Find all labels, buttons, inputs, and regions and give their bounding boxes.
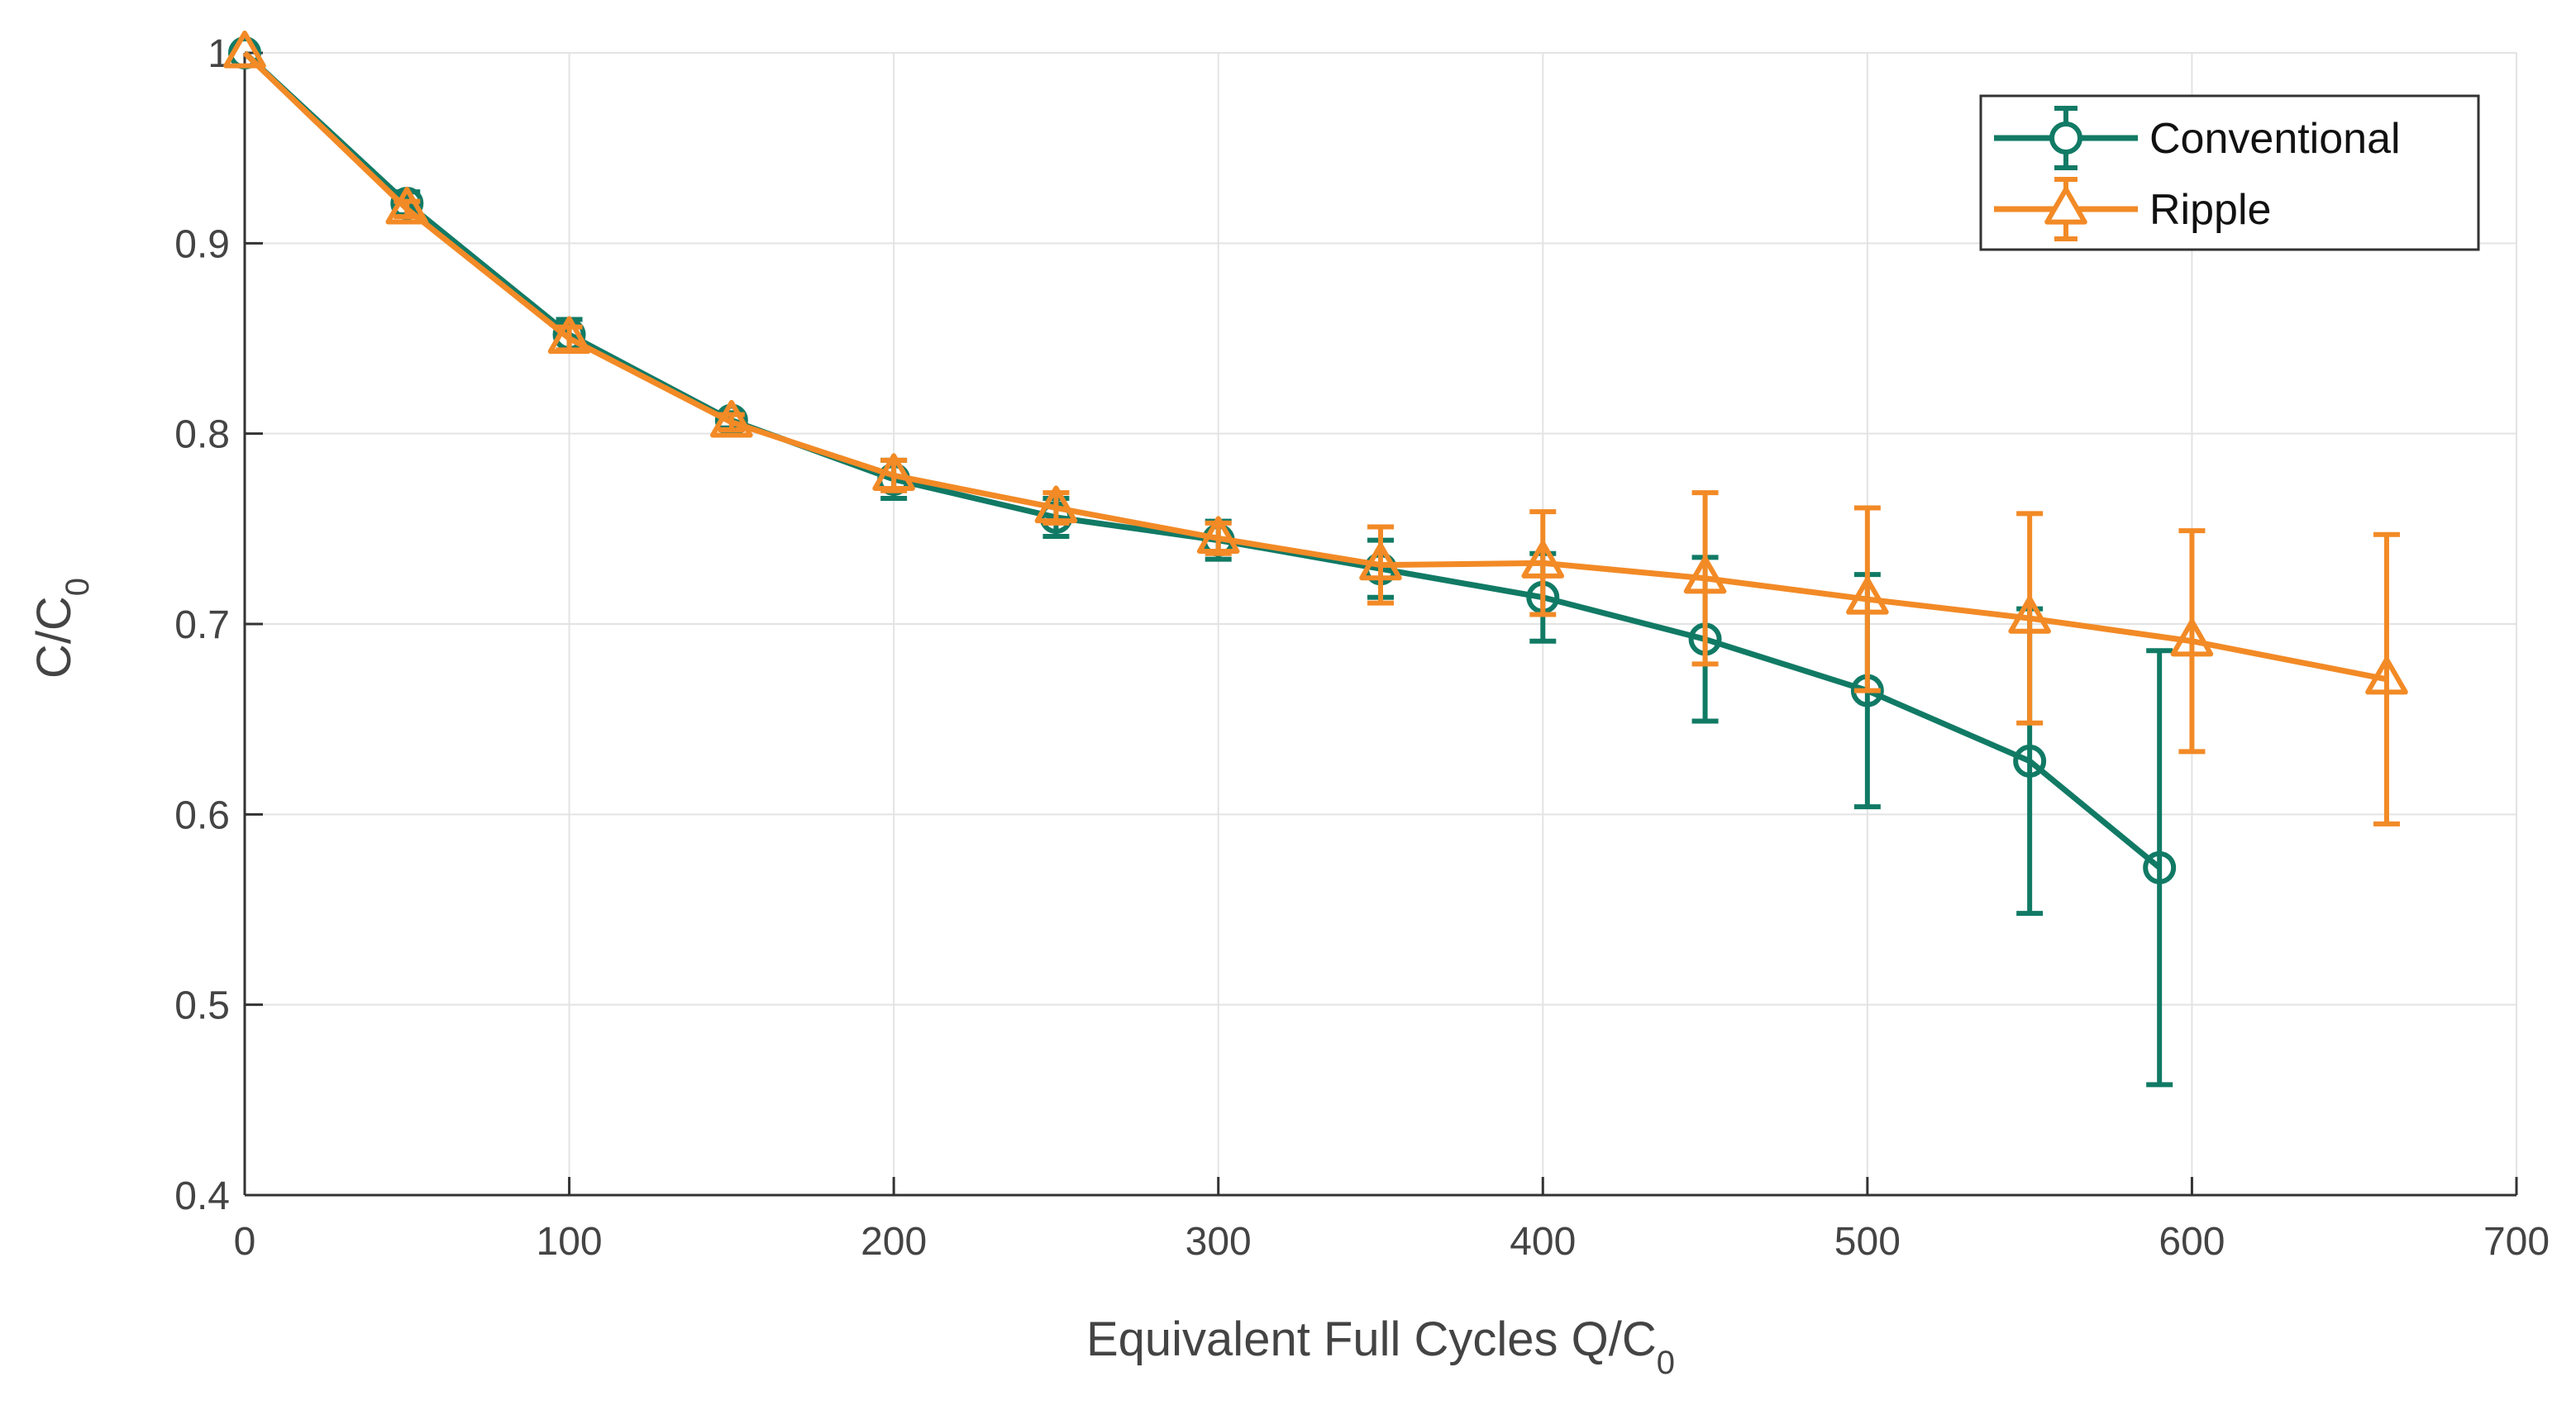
data-point	[1034, 485, 1078, 524]
y-tick-label: 0.4	[174, 1174, 230, 1218]
data-point	[223, 31, 266, 69]
y-axis-label-sub: 0	[60, 578, 96, 596]
x-tick-label: 400	[1510, 1220, 1576, 1264]
grid	[245, 52, 2517, 1195]
x-tick-label: 0	[234, 1220, 256, 1264]
series-layer	[223, 31, 2408, 1088]
data-point	[2008, 596, 2051, 634]
data-point	[385, 186, 429, 225]
data-point	[1846, 577, 1889, 615]
legend-label: Ripple	[2149, 186, 2271, 234]
data-point	[2143, 850, 2177, 884]
x-tick-label: 300	[1185, 1220, 1252, 1264]
data-point	[547, 316, 591, 355]
data-point	[1521, 541, 1565, 579]
x-axis-label-sub: 0	[1657, 1345, 1675, 1381]
y-tick-label: 1	[208, 32, 230, 76]
series-ripple	[223, 31, 2408, 826]
legend-marker	[2049, 121, 2082, 155]
data-point	[1683, 555, 1727, 594]
data-point	[1359, 542, 1402, 581]
legend-marker	[2044, 187, 2087, 225]
x-axis-label: Equivalent Full Cycles Q/C0	[1086, 1312, 1675, 1381]
x-tick-label: 500	[1834, 1220, 1901, 1264]
data-point	[1196, 516, 1240, 554]
data-point	[2365, 656, 2408, 695]
x-tick-label: 600	[2159, 1220, 2225, 1264]
series-line	[242, 50, 2388, 683]
data-point	[2170, 618, 2214, 657]
data-point	[2013, 744, 2047, 778]
x-tick-label: 200	[861, 1220, 927, 1264]
y-tick-label: 0.5	[174, 984, 230, 1028]
data-point	[710, 399, 753, 438]
axes	[243, 51, 2518, 1197]
x-tick-label: 100	[537, 1220, 603, 1264]
y-tick-label: 0.7	[174, 603, 230, 647]
y-tick-label: 0.9	[174, 222, 230, 266]
tick-labels: 0 100 200 300 400 500 600 700 0.4 0.5 0.6 0.7 0.8 0.9…	[174, 32, 2550, 1264]
y-axis-label-main: C/C	[27, 596, 81, 679]
y-axis-label: C/C0	[27, 578, 96, 679]
x-tick-label: 700	[2483, 1220, 2550, 1264]
legend: Conventional Ripple	[1979, 94, 2480, 251]
legend-label: Conventional	[2149, 115, 2401, 163]
x-axis-label-main: Equivalent Full Cycles Q/C	[1086, 1312, 1657, 1366]
y-tick-label: 0.6	[174, 793, 230, 837]
y-tick-label: 0.8	[174, 413, 230, 457]
data-point	[872, 453, 915, 491]
legend-entry-conventional: Conventional	[1994, 106, 2401, 170]
legend-entry-ripple: Ripple	[1994, 177, 2271, 241]
